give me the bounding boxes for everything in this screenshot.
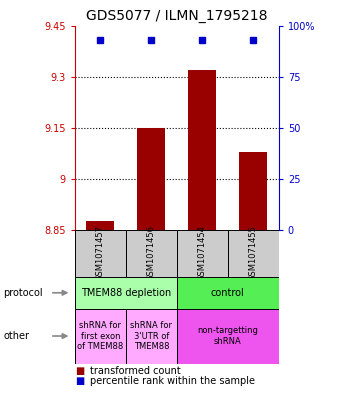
Bar <box>137 128 165 230</box>
Text: ■: ■ <box>75 366 84 376</box>
Text: non-targetting
shRNA: non-targetting shRNA <box>197 326 258 346</box>
Text: GSM1071455: GSM1071455 <box>249 226 258 281</box>
Text: percentile rank within the sample: percentile rank within the sample <box>90 376 255 386</box>
Bar <box>239 152 267 230</box>
Bar <box>177 277 279 309</box>
Bar <box>126 309 177 364</box>
Text: protocol: protocol <box>3 288 43 298</box>
Bar <box>75 277 177 309</box>
Bar <box>86 221 114 230</box>
Text: ■: ■ <box>75 376 84 386</box>
Bar <box>75 230 126 277</box>
Text: control: control <box>211 288 245 298</box>
Text: GSM1071456: GSM1071456 <box>147 226 156 281</box>
Title: GDS5077 / ILMN_1795218: GDS5077 / ILMN_1795218 <box>86 9 268 23</box>
Text: shRNA for
3'UTR of
TMEM88: shRNA for 3'UTR of TMEM88 <box>130 321 172 351</box>
Bar <box>188 70 216 230</box>
Text: shRNA for
first exon
of TMEM88: shRNA for first exon of TMEM88 <box>77 321 123 351</box>
Bar <box>75 309 126 364</box>
Text: GSM1071457: GSM1071457 <box>96 226 105 281</box>
Text: GSM1071454: GSM1071454 <box>198 226 207 281</box>
Bar <box>228 230 279 277</box>
Text: TMEM88 depletion: TMEM88 depletion <box>81 288 171 298</box>
Bar <box>126 230 177 277</box>
Bar <box>177 230 228 277</box>
Text: other: other <box>3 331 29 341</box>
Bar <box>177 309 279 364</box>
Text: transformed count: transformed count <box>90 366 181 376</box>
